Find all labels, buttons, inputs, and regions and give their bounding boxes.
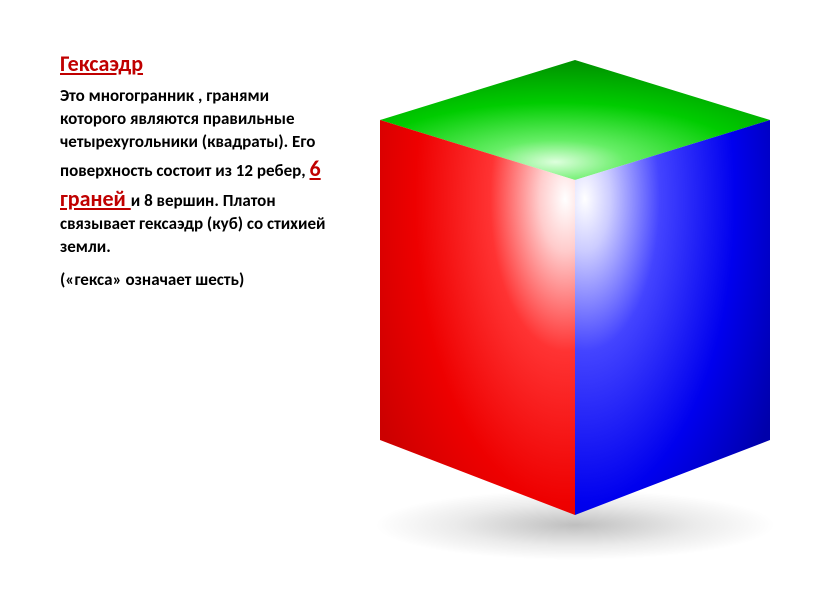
title: Гексаэдр: [60, 50, 330, 77]
body-text: Это многогранник , гранями которого явля…: [60, 85, 330, 259]
note-text: («гекса» означает шесть): [60, 269, 330, 292]
slide-content: Гексаэдр Это многогранник , гранями кото…: [0, 0, 816, 332]
text-column: Гексаэдр Это многогранник , гранями кото…: [60, 50, 330, 292]
cube-graphic: [360, 45, 790, 565]
cube-column: [350, 50, 776, 292]
body-part1: Это многогранник , гранями которого явля…: [60, 85, 315, 181]
